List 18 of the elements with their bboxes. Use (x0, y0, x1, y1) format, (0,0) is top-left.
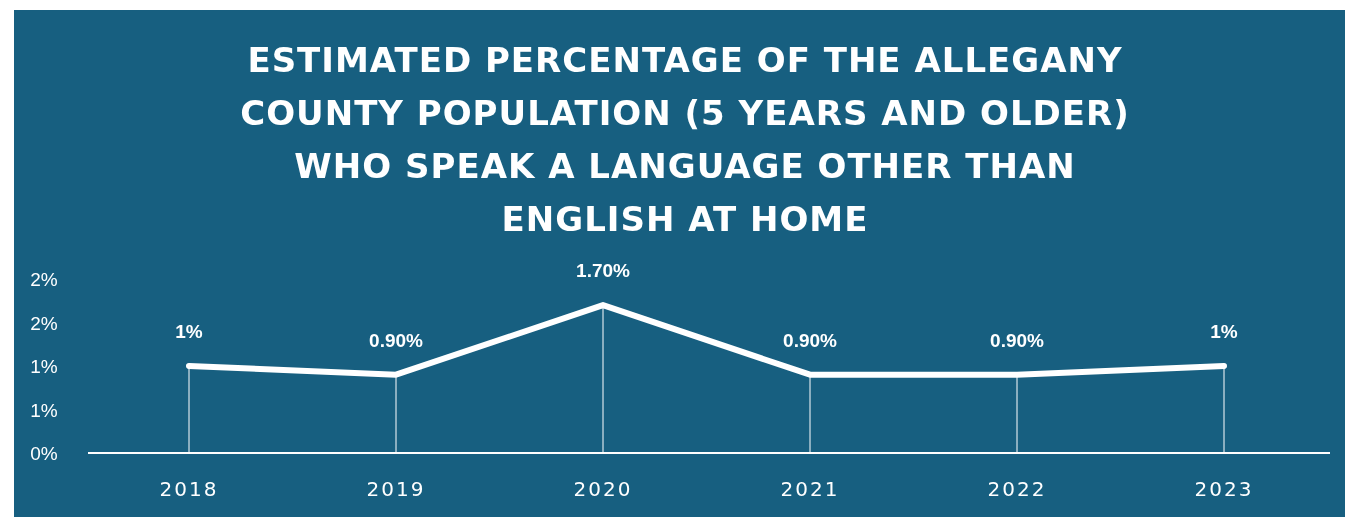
x-tick-label: 2022 (987, 477, 1047, 501)
x-tick-label: 2018 (159, 477, 219, 501)
y-tick-label: 1% (30, 399, 58, 421)
data-label: 0.90% (783, 329, 838, 351)
y-tick-label: 2% (30, 312, 58, 334)
data-label: 1% (175, 321, 203, 342)
data-label: 1% (1210, 321, 1238, 342)
y-tick-label: 0% (30, 443, 58, 464)
x-tick-label: 2020 (573, 477, 633, 501)
data-label: 0.90% (990, 329, 1045, 351)
chart-title: ESTIMATED PERCENTAGE OF THE ALLEGANY COUNTY POPULATION (5 YEARS AND OLDER) WHO SPEAK A LANGUAGE OTHER THAN ENGLISH AT HOME (240, 40, 1130, 239)
data-label: 1.70% (576, 260, 631, 282)
x-tick-label: 2021 (780, 477, 840, 501)
y-tick-label: 1% (30, 356, 58, 377)
x-tick-label: 2019 (366, 477, 426, 501)
x-tick-label: 2023 (1194, 477, 1254, 501)
data-label: 0.90% (369, 329, 424, 351)
y-tick-label: 2% (30, 269, 58, 290)
